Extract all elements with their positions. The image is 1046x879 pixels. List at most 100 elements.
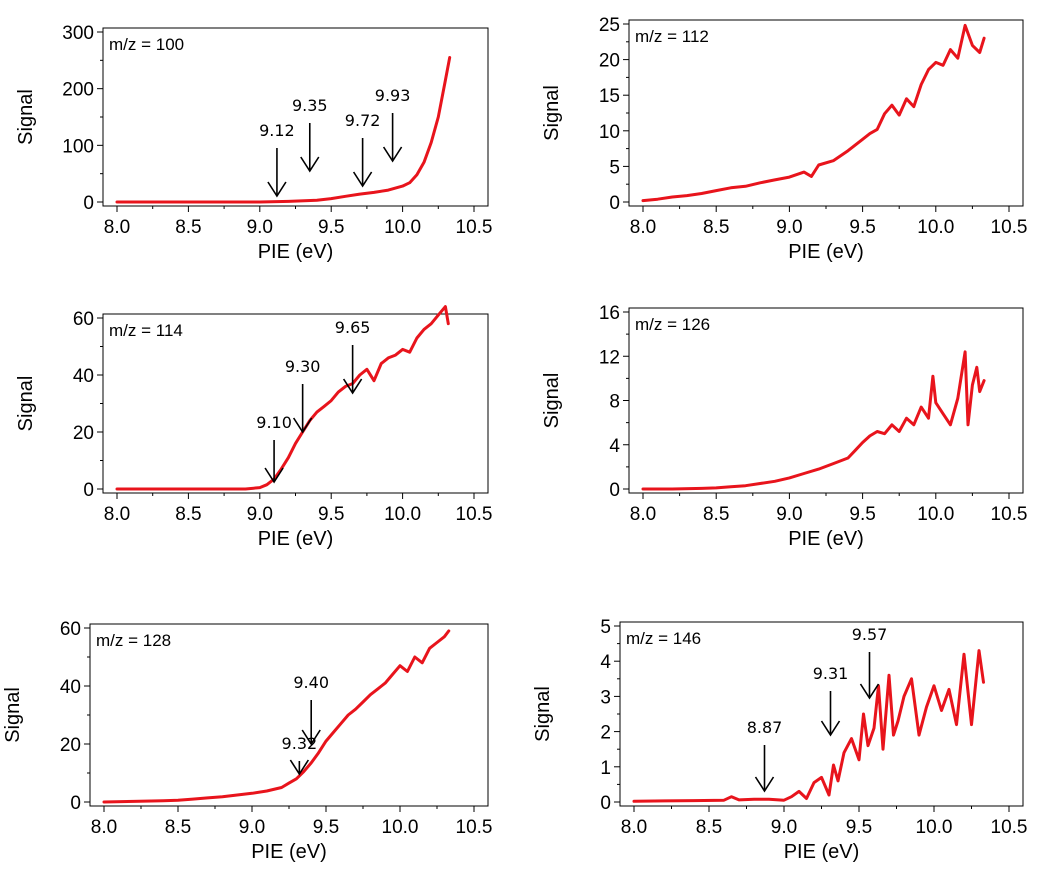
- plot-frame: [102, 27, 489, 207]
- x-axis-label: PIE (eV): [251, 841, 327, 863]
- x-tick-label: 8.5: [696, 817, 722, 838]
- panel-annotation: m/z = 100: [109, 35, 184, 54]
- threshold-arrow: 9.10: [256, 413, 292, 484]
- y-axis-label: Signal: [15, 376, 37, 432]
- arrow-head: [289, 759, 310, 776]
- x-tick-label: 9.5: [846, 817, 872, 838]
- threshold-arrow: 9.57: [852, 625, 888, 700]
- y-tick-label: 8: [609, 392, 620, 413]
- arrow-head: [859, 683, 880, 700]
- series-line: [641, 23, 986, 203]
- threshold-arrow: 9.35: [292, 96, 328, 173]
- y-tick-label: 200: [62, 80, 94, 101]
- y-tick-label: 20: [73, 423, 94, 444]
- y-tick-label: 10: [599, 122, 620, 143]
- series-line: [102, 629, 451, 804]
- plot-frame: [628, 19, 1024, 207]
- x-tick-label: 8.5: [165, 817, 191, 838]
- x-tick-label: 9.0: [247, 504, 273, 525]
- x-tick-label: 8.5: [175, 217, 201, 238]
- x-tick-label: 10.5: [991, 817, 1028, 838]
- panel-1: 8.0 8.5 9.0 9.5 10.0 10.5 0 100 200 300 PIE (eV) Si…: [15, 23, 492, 263]
- y-tick-label: 16: [599, 303, 620, 324]
- x-tick-label: 10.0: [917, 217, 954, 238]
- arrow-label: 9.12: [259, 121, 295, 140]
- y-tick-label: 0: [609, 480, 620, 501]
- arrow-label: 9.65: [335, 318, 371, 337]
- y-tick-label: 100: [62, 136, 94, 157]
- panel-annotation: m/z = 114: [109, 321, 183, 340]
- x-tick-label: 8.0: [630, 504, 656, 525]
- arrow-head: [382, 146, 403, 163]
- x-tick-label: 9.5: [318, 217, 344, 238]
- y-tick-label: 12: [599, 347, 620, 368]
- panel-annotation: m/z = 112: [635, 27, 709, 46]
- arrow-head: [820, 720, 841, 737]
- y-tick-label: 15: [599, 86, 620, 107]
- panel-5: 8.0 8.5 9.0 9.5 10.0 10.5 0 20 40 60 PIE (eV) Signa…: [2, 619, 492, 863]
- threshold-arrow: 9.31: [813, 664, 848, 737]
- x-tick-label: 10.0: [384, 504, 421, 525]
- y-tick-label: 40: [60, 677, 81, 698]
- arrow-label: 9.40: [293, 673, 329, 692]
- y-tick-label: 5: [600, 617, 611, 638]
- panel-annotation: m/z = 128: [96, 631, 171, 650]
- threshold-arrow: 9.93: [375, 86, 411, 163]
- x-tick-label: 9.5: [849, 217, 875, 238]
- arrow-label: 9.93: [375, 86, 411, 105]
- arrow-head: [264, 467, 284, 484]
- x-tick-label: 9.0: [239, 817, 265, 838]
- arrow-head: [300, 156, 320, 173]
- x-axis-label: PIE (eV): [258, 528, 334, 550]
- x-tick-label: 10.0: [916, 817, 953, 838]
- series-line: [641, 350, 986, 491]
- y-tick-label: 3: [600, 687, 611, 708]
- y-tick-label: 60: [73, 309, 94, 330]
- y-axis-label: Signal: [532, 686, 554, 742]
- arrow-head: [352, 171, 373, 188]
- x-tick-label: 9.0: [247, 217, 273, 238]
- threshold-arrow: 9.65: [335, 318, 371, 395]
- y-tick-label: 4: [609, 436, 620, 457]
- arrow-head: [754, 776, 775, 793]
- threshold-arrow: 9.12: [259, 121, 295, 198]
- x-tick-label: 10.5: [456, 504, 493, 525]
- x-tick-label: 10.5: [456, 817, 493, 838]
- arrow-head: [301, 729, 321, 746]
- x-tick-label: 8.5: [175, 504, 201, 525]
- threshold-arrow: 9.72: [345, 111, 380, 188]
- y-axis-label: Signal: [541, 85, 563, 141]
- y-tick-label: 0: [83, 480, 94, 501]
- y-axis-label: Signal: [2, 687, 24, 743]
- y-tick-label: 25: [599, 15, 620, 36]
- x-axis-label: PIE (eV): [788, 528, 864, 550]
- x-tick-label: 8.0: [91, 817, 117, 838]
- y-tick-label: 60: [60, 619, 81, 640]
- x-tick-label: 10.5: [991, 504, 1028, 525]
- arrow-label: 9.10: [256, 413, 292, 432]
- arrow-head: [292, 417, 313, 434]
- x-axis-label: PIE (eV): [788, 241, 864, 263]
- threshold-arrow: 9.40: [293, 673, 329, 746]
- x-tick-label: 9.0: [776, 504, 802, 525]
- arrow-label: 8.87: [747, 718, 783, 737]
- y-tick-label: 5: [609, 157, 620, 178]
- panel-2: 8.0 8.5 9.0 9.5 10.0 10.5 0 5 10 15 20 25 PIE (eV) Si…: [541, 15, 1027, 263]
- arrow-head: [342, 378, 363, 395]
- x-tick-label: 10.5: [456, 217, 493, 238]
- x-tick-label: 10.0: [382, 817, 419, 838]
- x-tick-label: 9.5: [313, 817, 339, 838]
- y-tick-label: 4: [600, 652, 611, 673]
- arrow-label: 9.30: [285, 357, 321, 376]
- x-tick-label: 9.0: [776, 217, 802, 238]
- y-tick-label: 1: [600, 758, 611, 779]
- y-tick-label: 0: [70, 793, 81, 814]
- y-tick-label: 20: [599, 51, 620, 72]
- x-tick-label: 9.5: [849, 504, 875, 525]
- threshold-arrow: 9.30: [285, 357, 321, 434]
- y-axis-label: Signal: [541, 373, 563, 429]
- x-tick-label: 8.0: [621, 817, 647, 838]
- panel-3: 8.0 8.5 9.0 9.5 10.0 10.5 0 20 40 60 PIE (eV) Signa…: [15, 305, 493, 550]
- arrow-label: 9.57: [852, 625, 888, 644]
